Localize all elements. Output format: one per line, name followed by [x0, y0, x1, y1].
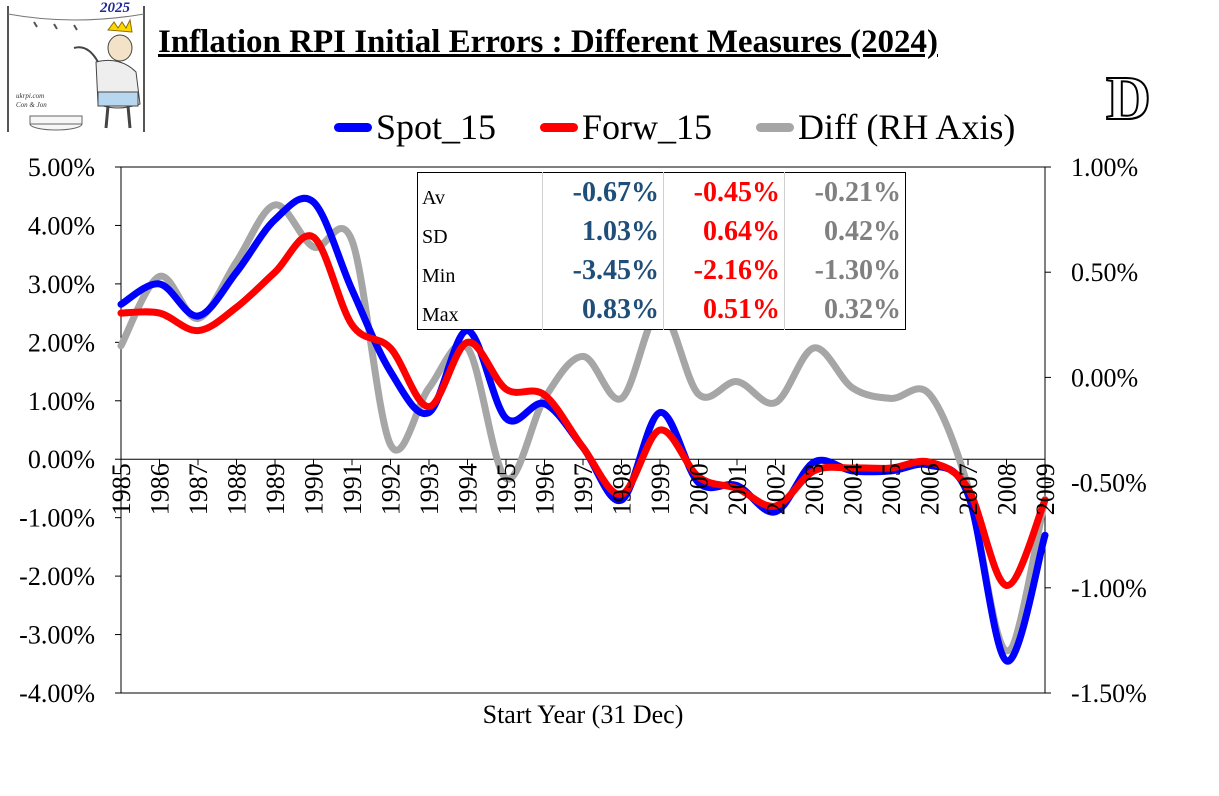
stats-diff-value: 0.42% [824, 215, 901, 247]
legend-swatch-spot [334, 122, 372, 132]
y-right-tick-label: 1.00% [1071, 153, 1138, 182]
chart-series [117, 194, 1049, 665]
y-right-tick-label: 0.50% [1071, 258, 1138, 287]
y-right-tick-label: -0.50% [1071, 469, 1147, 498]
x-tick-label: 1994 [454, 463, 483, 515]
stats-spot-value: -0.67% [542, 172, 664, 212]
x-axis-title: Start Year (31 Dec) [483, 700, 684, 729]
x-tick-label: 2009 [1031, 463, 1060, 515]
x-tick-label: 1988 [223, 463, 252, 515]
stats-spot-value: -3.45% [542, 251, 664, 290]
y-left-tick-label: 3.00% [28, 270, 95, 299]
stats-spot-value: 1.03% [542, 212, 664, 251]
x-tick-label: 2008 [993, 463, 1022, 515]
y-left-tick-label: 1.00% [28, 387, 95, 416]
stats-table: Av -0.67% -0.45% -0.21% SD 1.03% 0.64% 0… [417, 172, 906, 330]
x-tick-label: 2005 [877, 463, 906, 515]
chart-ticks: -4.00% -3.00% -2.00% -1.00% 0.00% 1.00% 2.00% 3… [19, 153, 1147, 729]
x-tick-label: 1989 [261, 463, 290, 515]
legend-item-diff: Diff (RH Axis) [756, 106, 1015, 148]
x-tick-label: 1995 [492, 463, 521, 515]
logo-cartoon-icon [7, 6, 145, 132]
legend-label-spot: Spot_15 [376, 107, 497, 147]
x-tick-label: 1998 [608, 463, 637, 515]
y-left-tick-label: -3.00% [19, 621, 95, 650]
stats-forw-value: 0.51% [663, 290, 785, 330]
stats-label: SD [417, 212, 543, 251]
x-tick-label: 1996 [531, 463, 560, 515]
legend-label-forw: Forw_15 [582, 107, 713, 147]
y-left-tick-label: -2.00% [19, 562, 95, 591]
logo-site: ukrpi.com Con & Jon [16, 92, 47, 110]
x-tick-label: 1993 [415, 463, 444, 515]
y-left-tick-label: 2.00% [28, 328, 95, 357]
plot-area [120, 166, 1046, 694]
legend-item-spot: Spot_15 [334, 106, 496, 148]
stats-row-max: Max 0.83% 0.51% 0.32% [417, 290, 906, 330]
panel-letter: D [1105, 65, 1152, 133]
legend-swatch-forw [540, 122, 579, 132]
chart-title: Inflation RPI Initial Errors : Different… [158, 24, 938, 60]
y-left-tick-label: -1.00% [19, 504, 95, 533]
y-left-tick-label: -4.00% [19, 679, 95, 708]
x-tick-label: 2003 [800, 463, 829, 515]
legend-item-forw: Forw_15 [540, 106, 712, 148]
legend-label-diff: Diff (RH Axis) [798, 107, 1016, 147]
logo-year: 2025 [100, 0, 130, 16]
stats-diff-value: -0.21% [814, 176, 901, 208]
stats-forw-value: -2.16% [663, 251, 785, 290]
x-tick-label: 1991 [338, 463, 367, 515]
stats-diff-value: -1.30% [814, 254, 901, 286]
stats-row-sd: SD 1.03% 0.64% 0.42% [417, 212, 906, 251]
series-line-forw [117, 232, 1049, 589]
x-tick-label: 1986 [146, 463, 175, 515]
y-left-tick-label: 0.00% [28, 445, 95, 474]
x-tick-label: 1992 [377, 463, 406, 515]
y-right-tick-label: -1.00% [1071, 574, 1147, 603]
stats-diff-value: 0.32% [824, 293, 901, 325]
x-tick-label: 2000 [685, 463, 714, 515]
stats-forw-value: -0.45% [663, 172, 785, 212]
y-right-tick-label: 0.00% [1071, 363, 1138, 392]
x-tick-label: 1987 [184, 463, 213, 515]
x-tick-label: 2004 [839, 463, 868, 515]
stats-row-av: Av -0.67% -0.45% -0.21% [417, 172, 906, 212]
logo-site-authors: Con & Jon [16, 101, 47, 109]
logo: 2025 ukrpi.com Con & Jon [4, 0, 148, 134]
x-tick-label: 2001 [723, 463, 752, 515]
stats-label: Av [417, 172, 543, 212]
x-tick-label: 1985 [107, 463, 136, 515]
y-left-tick-label: 4.00% [28, 211, 95, 240]
x-tick-label: 2006 [916, 463, 945, 515]
stats-spot-value: 0.83% [542, 290, 664, 330]
legend: Spot_15 Forw_15 Diff (RH Axis) [334, 106, 1015, 148]
legend-swatch-diff [756, 122, 795, 132]
x-tick-label: 1999 [646, 463, 675, 515]
stats-forw-value: 0.64% [663, 212, 785, 251]
y-right-tick-label: -1.50% [1071, 679, 1147, 708]
logo-site-url: ukrpi.com [16, 92, 45, 100]
stats-label: Max [417, 290, 543, 330]
x-tick-label: 2007 [954, 463, 983, 515]
stats-row-min: Min -3.45% -2.16% -1.30% [417, 251, 906, 290]
x-tick-label: 1997 [569, 463, 598, 515]
x-tick-label: 1990 [300, 463, 329, 515]
chart-axes [115, 166, 1051, 694]
stats-label: Min [417, 251, 543, 290]
x-tick-label: 2002 [762, 463, 791, 515]
y-left-tick-label: 5.00% [28, 153, 95, 182]
